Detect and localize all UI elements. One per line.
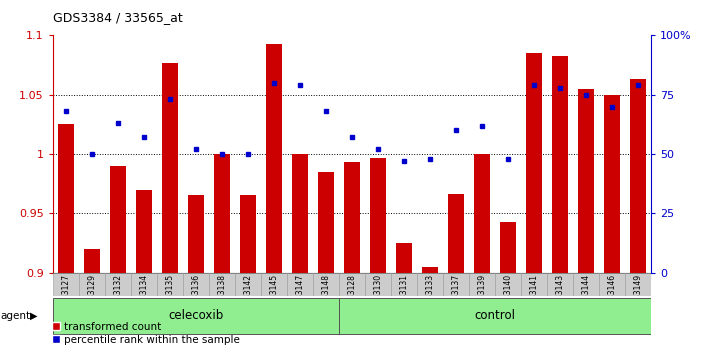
Bar bbox=[579, 89, 594, 273]
Bar bbox=[261, 273, 287, 296]
Bar bbox=[292, 154, 308, 273]
Bar bbox=[313, 273, 339, 296]
Text: celecoxib: celecoxib bbox=[168, 309, 224, 322]
Text: control: control bbox=[474, 309, 515, 322]
Text: GSM283138: GSM283138 bbox=[218, 274, 227, 320]
Text: GSM283143: GSM283143 bbox=[555, 274, 565, 320]
Text: GSM283129: GSM283129 bbox=[87, 274, 96, 320]
Text: GDS3384 / 33565_at: GDS3384 / 33565_at bbox=[53, 11, 182, 24]
Text: GSM283134: GSM283134 bbox=[139, 274, 149, 320]
Text: GSM283131: GSM283131 bbox=[400, 274, 408, 320]
Bar bbox=[105, 273, 131, 296]
Bar bbox=[553, 56, 568, 273]
Text: GSM283146: GSM283146 bbox=[608, 274, 617, 320]
Bar bbox=[209, 273, 235, 296]
Bar bbox=[573, 273, 599, 296]
Text: GSM283128: GSM283128 bbox=[348, 274, 356, 320]
Bar bbox=[417, 273, 443, 296]
Text: GSM283141: GSM283141 bbox=[529, 274, 539, 320]
Bar bbox=[501, 222, 516, 273]
Bar bbox=[521, 273, 547, 296]
Bar bbox=[240, 195, 256, 273]
Text: GSM283135: GSM283135 bbox=[165, 274, 175, 320]
Text: GSM283137: GSM283137 bbox=[451, 274, 460, 320]
Text: GSM283139: GSM283139 bbox=[477, 274, 486, 320]
Bar bbox=[630, 79, 646, 273]
Bar bbox=[188, 195, 203, 273]
Bar bbox=[344, 162, 360, 273]
Bar bbox=[266, 44, 282, 273]
Bar bbox=[53, 273, 79, 296]
Bar bbox=[448, 194, 464, 273]
Text: GSM283133: GSM283133 bbox=[425, 274, 434, 320]
Text: GSM283149: GSM283149 bbox=[634, 274, 643, 320]
Bar bbox=[58, 124, 74, 273]
Bar bbox=[365, 273, 391, 296]
Text: GSM283144: GSM283144 bbox=[582, 274, 591, 320]
Bar bbox=[84, 249, 100, 273]
Bar bbox=[318, 172, 334, 273]
Bar bbox=[422, 267, 438, 273]
Bar bbox=[339, 298, 651, 334]
Text: GSM283132: GSM283132 bbox=[113, 274, 122, 320]
Bar bbox=[136, 190, 151, 273]
Legend: transformed count, percentile rank within the sample: transformed count, percentile rank withi… bbox=[47, 317, 244, 349]
Bar bbox=[131, 273, 157, 296]
Bar bbox=[183, 273, 209, 296]
Bar bbox=[235, 273, 261, 296]
Text: GSM283127: GSM283127 bbox=[61, 274, 70, 320]
Bar bbox=[469, 273, 495, 296]
Bar bbox=[391, 273, 417, 296]
Text: ▶: ▶ bbox=[30, 311, 37, 321]
Bar bbox=[53, 298, 339, 334]
Text: GSM283147: GSM283147 bbox=[296, 274, 304, 320]
Text: GSM283142: GSM283142 bbox=[244, 274, 253, 320]
Bar bbox=[527, 53, 542, 273]
Bar bbox=[443, 273, 469, 296]
Bar bbox=[214, 154, 230, 273]
Bar bbox=[396, 243, 412, 273]
Text: GSM283145: GSM283145 bbox=[270, 274, 279, 320]
Bar bbox=[547, 273, 573, 296]
Bar bbox=[474, 154, 490, 273]
Bar bbox=[599, 273, 625, 296]
Bar bbox=[625, 273, 651, 296]
Bar bbox=[495, 273, 521, 296]
Bar bbox=[339, 273, 365, 296]
Text: GSM283148: GSM283148 bbox=[322, 274, 330, 320]
Text: GSM283140: GSM283140 bbox=[503, 274, 513, 320]
Bar bbox=[157, 273, 183, 296]
Bar bbox=[162, 63, 177, 273]
Bar bbox=[79, 273, 105, 296]
Text: GSM283136: GSM283136 bbox=[191, 274, 201, 320]
Bar bbox=[370, 158, 386, 273]
Bar bbox=[287, 273, 313, 296]
Bar bbox=[110, 166, 125, 273]
Bar bbox=[604, 95, 620, 273]
Text: agent: agent bbox=[1, 311, 31, 321]
Text: GSM283130: GSM283130 bbox=[374, 274, 382, 320]
